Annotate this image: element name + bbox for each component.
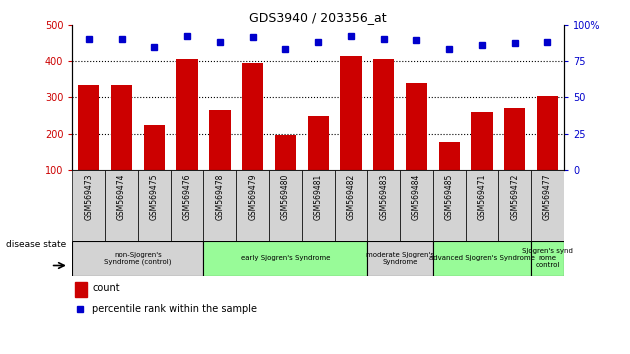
Text: disease state: disease state — [6, 240, 67, 249]
Bar — [72, 241, 203, 276]
Bar — [176, 59, 198, 170]
Text: advanced Sjogren's Syndrome: advanced Sjogren's Syndrome — [429, 256, 535, 261]
Text: GSM569483: GSM569483 — [379, 173, 388, 220]
Text: moderate Sjogren's
Syndrome: moderate Sjogren's Syndrome — [366, 252, 434, 265]
Bar — [504, 108, 525, 170]
Text: GSM569485: GSM569485 — [445, 173, 454, 220]
Bar — [111, 85, 132, 170]
Bar — [498, 170, 531, 241]
Text: GSM569478: GSM569478 — [215, 173, 224, 220]
Bar — [433, 241, 531, 276]
Bar — [275, 136, 296, 170]
Text: GSM569480: GSM569480 — [281, 173, 290, 220]
Text: GSM569473: GSM569473 — [84, 173, 93, 220]
Text: GSM569477: GSM569477 — [543, 173, 552, 220]
Bar — [302, 170, 335, 241]
Bar — [138, 170, 171, 241]
Bar — [340, 56, 362, 170]
Bar — [438, 142, 460, 170]
Bar — [471, 112, 493, 170]
Bar — [433, 170, 466, 241]
Text: GSM569471: GSM569471 — [478, 173, 486, 220]
Bar — [367, 170, 400, 241]
Text: GSM569482: GSM569482 — [346, 173, 355, 220]
Bar — [367, 241, 433, 276]
Bar — [75, 282, 87, 297]
Bar — [373, 59, 394, 170]
Text: Sjogren's synd
rome
control: Sjogren's synd rome control — [522, 249, 573, 268]
Bar — [335, 170, 367, 241]
Bar — [78, 85, 100, 170]
Bar — [531, 170, 564, 241]
Bar — [269, 170, 302, 241]
Bar — [466, 170, 498, 241]
Bar — [307, 116, 329, 170]
Text: GSM569472: GSM569472 — [510, 173, 519, 220]
Bar — [400, 170, 433, 241]
Text: GSM569481: GSM569481 — [314, 173, 323, 220]
Text: GSM569479: GSM569479 — [248, 173, 257, 220]
Bar — [236, 170, 269, 241]
Text: count: count — [92, 283, 120, 293]
Text: percentile rank within the sample: percentile rank within the sample — [92, 304, 257, 314]
Text: early Sjogren's Syndrome: early Sjogren's Syndrome — [241, 256, 330, 261]
Bar — [406, 83, 427, 170]
Bar — [242, 63, 263, 170]
Text: non-Sjogren's
Syndrome (control): non-Sjogren's Syndrome (control) — [104, 252, 172, 265]
Bar — [537, 96, 558, 170]
Text: GSM569476: GSM569476 — [183, 173, 192, 220]
Bar — [171, 170, 203, 241]
Text: GSM569475: GSM569475 — [150, 173, 159, 220]
Bar — [531, 241, 564, 276]
Title: GDS3940 / 203356_at: GDS3940 / 203356_at — [249, 11, 387, 24]
Bar — [144, 125, 165, 170]
Bar — [209, 110, 231, 170]
Bar — [105, 170, 138, 241]
Bar — [203, 170, 236, 241]
Bar — [72, 170, 105, 241]
Bar — [203, 241, 367, 276]
Text: GSM569484: GSM569484 — [412, 173, 421, 220]
Text: GSM569474: GSM569474 — [117, 173, 126, 220]
